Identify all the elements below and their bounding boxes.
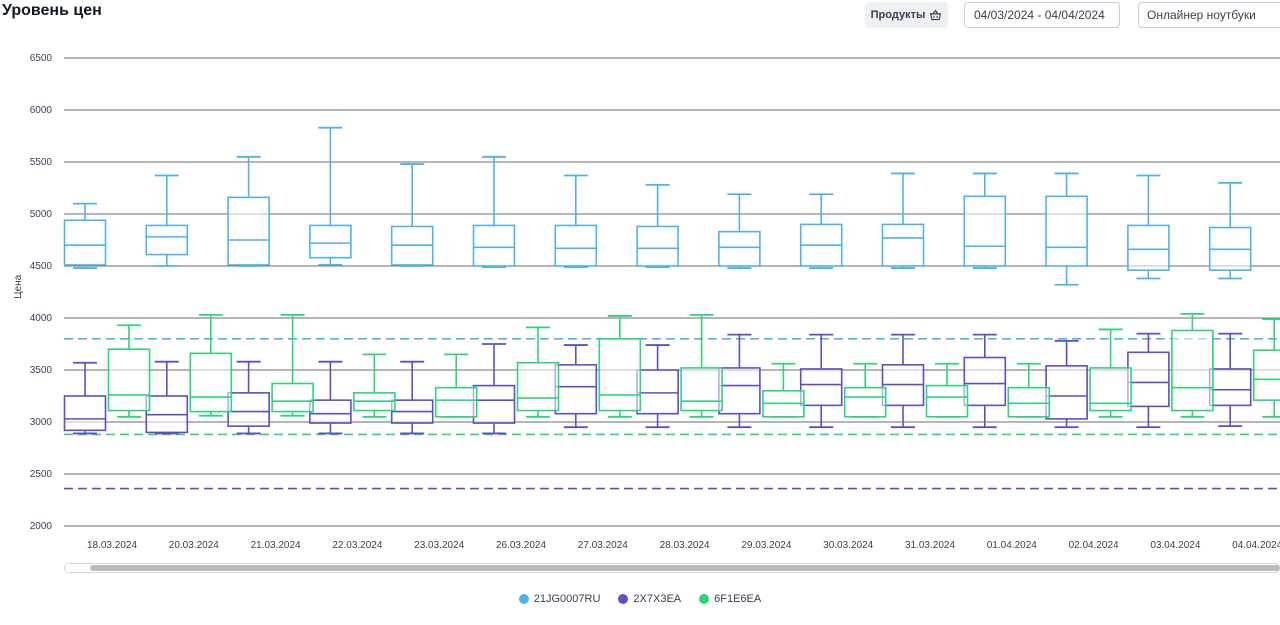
box-iqr — [925, 384, 969, 418]
y-axis-label: Цена — [13, 274, 24, 298]
legend-dot-icon — [618, 594, 629, 604]
y-tick-label: 2500 — [30, 469, 53, 480]
legend-label: 6F1E6EA — [714, 593, 762, 605]
x-tick-label: 26.03.2024 — [496, 540, 546, 551]
x-tick-label: 23.03.2024 — [414, 540, 464, 551]
legend-item[interactable]: 2X7X3EA — [618, 593, 681, 605]
box-iqr — [227, 196, 270, 266]
products-button-label: Продукты — [870, 9, 926, 21]
box-iqr — [680, 367, 723, 412]
box-iqr — [145, 224, 189, 256]
legend-label: 21JG0007RU — [533, 593, 601, 605]
box-iqr — [554, 363, 598, 415]
box-iqr — [516, 361, 560, 412]
box-iqr — [472, 224, 516, 267]
y-tick-label: 5000 — [30, 209, 53, 220]
legend-item[interactable]: 6F1E6EA — [699, 593, 761, 605]
x-tick-label: 22.03.2024 — [332, 540, 382, 551]
box-iqr — [189, 352, 233, 413]
box-iqr — [636, 225, 679, 267]
box-iqr — [271, 382, 314, 413]
box-iqr — [598, 337, 642, 412]
y-tick-label: 2000 — [30, 521, 53, 532]
legend-item[interactable]: 21JG0007RU — [518, 593, 601, 605]
box-iqr — [718, 230, 761, 267]
x-tick-label: 30.03.2024 — [823, 540, 873, 551]
y-tick-label: 3500 — [30, 365, 53, 376]
page-title: Уровень цен — [2, 2, 102, 19]
x-tick-label: 29.03.2024 — [741, 540, 791, 551]
box-iqr — [1045, 365, 1088, 420]
x-tick-label: 02.04.2024 — [1069, 540, 1119, 551]
box-iqr — [554, 224, 598, 267]
date-range-picker[interactable]: 04/03/2024 - 04/04/2024 — [964, 2, 1120, 28]
box-iqr — [1127, 224, 1170, 271]
box-iqr — [1127, 351, 1170, 408]
box-iqr — [799, 368, 843, 407]
x-tick-label: 18.03.2024 — [87, 540, 137, 551]
box-iqr — [881, 223, 925, 267]
y-tick-label: 4500 — [30, 261, 53, 272]
box-iqr — [227, 392, 270, 427]
y-tick-label: 5500 — [30, 157, 53, 168]
box-iqr — [1171, 329, 1214, 412]
x-tick-label: 04.04.2024 — [1232, 540, 1280, 551]
x-tick-label: 31.03.2024 — [905, 540, 955, 551]
x-tick-label: 01.04.2024 — [987, 540, 1037, 551]
legend-dot-icon — [699, 594, 710, 604]
box-iqr — [1089, 367, 1132, 412]
box-iqr — [1208, 368, 1252, 407]
x-tick-label: 03.04.2024 — [1150, 540, 1200, 551]
box-iqr — [309, 224, 352, 259]
chart-legend: 21JG0007RU 2X7X3EA 6F1E6EA — [0, 593, 1280, 605]
box-iqr — [636, 369, 679, 415]
legend-dot-icon — [518, 594, 529, 604]
box-iqr — [1045, 195, 1088, 267]
x-tick-label: 21.03.2024 — [251, 540, 301, 551]
x-tick-label: 20.03.2024 — [169, 540, 219, 551]
x-tick-label: 28.03.2024 — [660, 540, 710, 551]
box-iqr — [63, 395, 107, 432]
box-iqr — [107, 348, 151, 412]
box-iqr — [1007, 386, 1051, 418]
y-tick-label: 3000 — [30, 417, 53, 428]
box-iqr — [434, 386, 478, 418]
box-iqr — [843, 386, 887, 418]
box-iqr — [63, 219, 107, 266]
box-iqr — [309, 399, 352, 424]
box-iqr — [718, 367, 761, 415]
box-iqr — [963, 356, 1007, 407]
x-tick-label: 27.03.2024 — [578, 540, 628, 551]
legend-label: 2X7X3EA — [633, 593, 682, 605]
box-iqr — [472, 384, 516, 424]
y-tick-label: 6000 — [30, 105, 53, 116]
basket-icon — [930, 9, 942, 20]
products-button[interactable]: Продукты — [865, 2, 948, 28]
category-select[interactable]: Онлайнер ноутбуки — [1138, 2, 1280, 28]
box-iqr — [1252, 349, 1280, 401]
price-boxplot-chart: 2000 2500 3000 3500 4000 4500 5000 5500 6000 6500… — [13, 53, 1280, 551]
y-tick-label: 4000 — [30, 313, 53, 324]
box-iqr — [963, 195, 1007, 267]
chart-scrollbar-thumb[interactable] — [90, 565, 1280, 571]
y-tick-label: 6500 — [30, 53, 53, 64]
